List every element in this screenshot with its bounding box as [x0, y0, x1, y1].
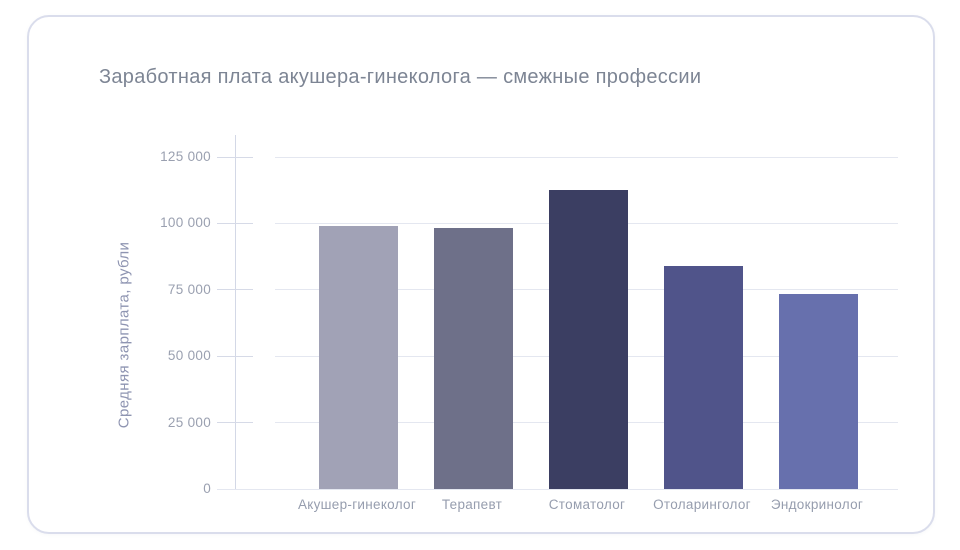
y-tick-label-100000: 100 000 [160, 215, 211, 231]
x-tick-label-endokrinolog: Эндокринолог [770, 497, 864, 512]
chart-title: Заработная плата акушера-гинеколога — см… [99, 66, 702, 88]
y-axis-tick [217, 222, 253, 224]
x-tick-label-otolaringolog: Отоларинголог [653, 497, 751, 512]
y-tick-label-0: 0 [203, 481, 211, 496]
bar-terapevt [433, 228, 513, 489]
bar-endokrinolog [778, 294, 858, 489]
x-tick-label-akusher-ginekolog: Акушер-гинеколог [297, 497, 417, 512]
y-tick-label-50000: 50 000 [167, 348, 211, 364]
y-tick-label-125000: 125 000 [160, 149, 211, 165]
bar-stomatolog [548, 190, 628, 489]
bar-otolaringolog [663, 266, 743, 489]
y-axis-tick [217, 355, 253, 357]
gridline-0 [217, 488, 898, 490]
y-axis-tick [217, 289, 253, 291]
gridline-125000 [275, 156, 898, 158]
x-axis-tick-labels: Акушер-гинеколог Терапевт Стоматолог Отолар… [235, 497, 897, 515]
y-tick-label-25000: 25 000 [167, 414, 211, 430]
y-axis-tick [217, 422, 253, 424]
y-tick-label-75000: 75 000 [167, 281, 211, 297]
plot-area [217, 135, 898, 490]
bar-akusher-ginekolog [318, 226, 398, 489]
y-axis-tick-labels: 0 25 000 50 000 75 000 100 000 125 000 [119, 135, 211, 496]
chart-card: Заработная плата акушера-гинеколога — см… [27, 15, 935, 534]
x-tick-label-stomatolog: Стоматолог [548, 497, 626, 512]
y-axis-tick [217, 156, 253, 158]
x-tick-label-terapevt: Терапевт [441, 497, 503, 512]
